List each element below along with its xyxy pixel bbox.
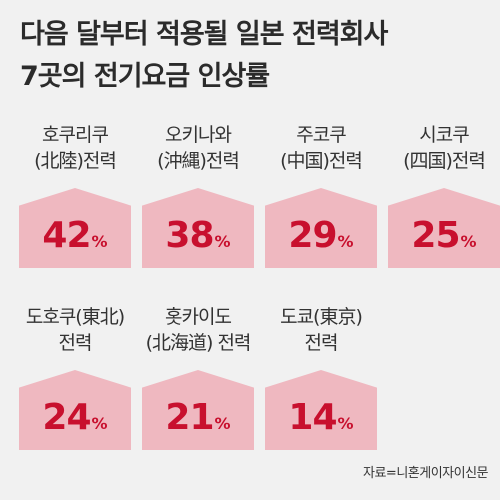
house-shape xyxy=(265,188,377,268)
rate-unit: % xyxy=(460,232,477,251)
increase-rate-value: 25% xyxy=(388,216,500,262)
company-name-line: 시코쿠 xyxy=(419,124,469,146)
increase-rate-value: 21% xyxy=(142,398,254,444)
company-name-line: 도호쿠(東北) xyxy=(25,306,125,328)
company-name-line: 전력 xyxy=(304,332,339,354)
company-name: 도쿄(東京) 전력 xyxy=(265,304,377,356)
rate-card: 주코쿠 (中国)전력 29% xyxy=(265,122,377,268)
company-name-line: 도쿄(東京) xyxy=(280,306,363,328)
rate-card: 오키나와 (沖縄)전력 38% xyxy=(142,122,254,268)
increase-rate-value: 29% xyxy=(265,216,377,262)
increase-rate-value: 14% xyxy=(265,398,377,444)
rate-card: 도호쿠(東北) 전력 24% xyxy=(19,304,131,450)
source-credit: 자료=니혼게이자이신문 xyxy=(363,466,489,481)
rate-unit: % xyxy=(214,414,231,433)
rate-unit: % xyxy=(91,232,108,251)
rate-number: 42 xyxy=(42,215,91,256)
company-name: 도호쿠(東北) 전력 xyxy=(19,304,131,356)
rate-number: 24 xyxy=(42,397,91,438)
company-name-line: (中国)전력 xyxy=(280,150,363,172)
company-name-line: 전력 xyxy=(58,332,93,354)
rate-number: 21 xyxy=(165,397,214,438)
chart-title-line-1: 다음 달부터 적용될 일본 전력회사 xyxy=(20,19,388,50)
company-name-line: (北海道) 전력 xyxy=(145,332,252,354)
rate-unit: % xyxy=(337,232,354,251)
company-name: 호쿠리쿠 (北陸)전력 xyxy=(19,122,131,174)
increase-rate-value: 38% xyxy=(142,216,254,262)
company-name: 시코쿠 (四国)전력 xyxy=(388,122,500,174)
increase-rate-value: 24% xyxy=(19,398,131,444)
house-shape xyxy=(388,188,500,268)
rate-card: 도쿄(東京) 전력 14% xyxy=(265,304,377,450)
house-shape xyxy=(142,188,254,268)
house-shape xyxy=(265,370,377,450)
chart-title-line-2: 7곳의 전기요금 인상률 xyxy=(20,61,270,92)
rate-card: 호쿠리쿠 (北陸)전력 42% xyxy=(19,122,131,268)
company-name-line: (北陸)전력 xyxy=(34,150,117,172)
company-name-line: (四国)전력 xyxy=(403,150,486,172)
rate-unit: % xyxy=(91,414,108,433)
rate-number: 38 xyxy=(165,215,214,256)
company-name: 오키나와 (沖縄)전력 xyxy=(142,122,254,174)
house-shape xyxy=(19,188,131,268)
company-name: 주코쿠 (中国)전력 xyxy=(265,122,377,174)
company-name-line: (沖縄)전력 xyxy=(157,150,240,172)
increase-rate-value: 42% xyxy=(19,216,131,262)
company-name-line: 주코쿠 xyxy=(296,124,346,146)
house-shape xyxy=(19,370,131,450)
company-name-line: 호쿠리쿠 xyxy=(42,124,109,146)
rate-card: 홋카이도 (北海道) 전력 21% xyxy=(142,304,254,450)
company-name: 홋카이도 (北海道) 전력 xyxy=(142,304,254,356)
company-name-line: 오키나와 xyxy=(165,124,232,146)
rate-unit: % xyxy=(214,232,231,251)
company-name-line: 홋카이도 xyxy=(165,306,232,328)
rate-number: 25 xyxy=(411,215,460,256)
rate-card: 시코쿠 (四国)전력 25% xyxy=(388,122,500,268)
rate-number: 14 xyxy=(288,397,337,438)
house-shape xyxy=(142,370,254,450)
rate-number: 29 xyxy=(288,215,337,256)
rate-unit: % xyxy=(337,414,354,433)
